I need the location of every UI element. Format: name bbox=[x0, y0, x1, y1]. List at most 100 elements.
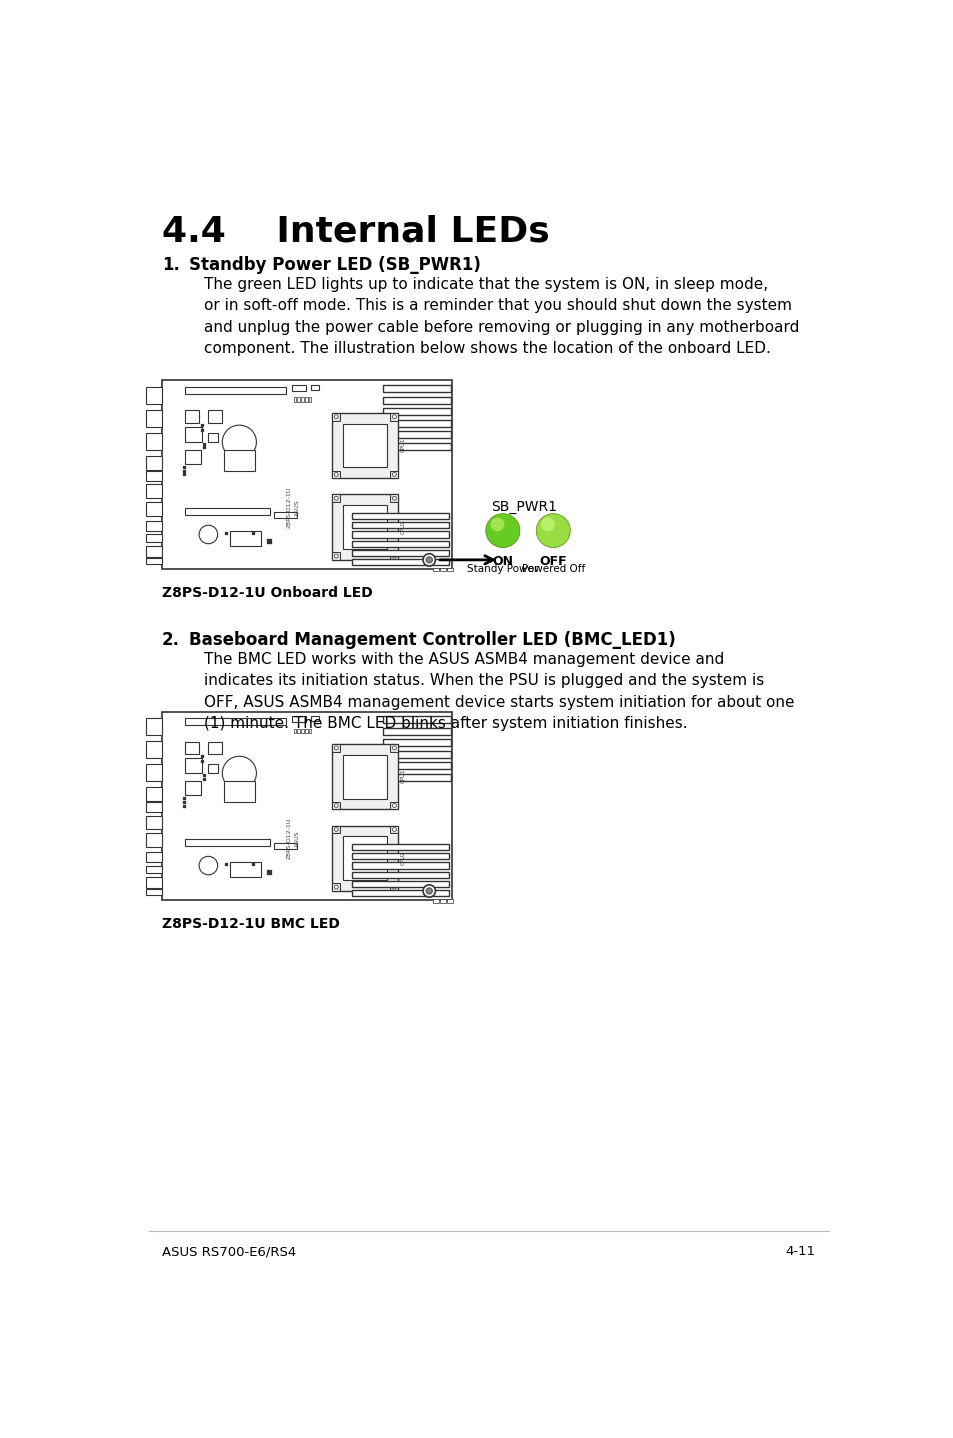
Text: SB_PWR1: SB_PWR1 bbox=[491, 500, 557, 513]
Bar bbox=[332, 743, 397, 810]
Circle shape bbox=[199, 525, 217, 544]
Bar bbox=[146, 718, 162, 735]
Circle shape bbox=[334, 746, 337, 749]
Bar bbox=[352, 522, 448, 528]
Circle shape bbox=[334, 827, 337, 831]
Text: The green LED lights up to indicate that the system is ON, in sleep mode,
or in : The green LED lights up to indicate that… bbox=[204, 276, 799, 357]
Bar bbox=[382, 739, 451, 746]
Bar bbox=[146, 815, 162, 830]
Bar bbox=[146, 472, 162, 480]
Bar bbox=[343, 505, 387, 549]
Bar bbox=[352, 871, 448, 877]
Text: ASUS: ASUS bbox=[294, 830, 299, 847]
Bar bbox=[390, 495, 397, 502]
Text: Z8PS-D12-1U BMC LED: Z8PS-D12-1U BMC LED bbox=[162, 917, 339, 932]
Bar bbox=[382, 408, 451, 416]
Bar bbox=[146, 502, 162, 516]
Bar bbox=[146, 833, 162, 847]
Bar bbox=[185, 508, 270, 515]
Bar bbox=[305, 397, 307, 403]
Bar bbox=[311, 716, 319, 720]
Bar bbox=[343, 424, 387, 467]
Circle shape bbox=[422, 554, 435, 567]
Bar bbox=[185, 742, 199, 754]
Bar bbox=[352, 853, 448, 860]
Bar bbox=[390, 470, 397, 479]
Circle shape bbox=[392, 886, 395, 889]
Bar bbox=[162, 712, 452, 900]
Bar bbox=[352, 513, 448, 519]
Bar bbox=[294, 397, 295, 403]
Bar bbox=[146, 764, 162, 781]
Bar bbox=[146, 802, 162, 811]
Bar bbox=[208, 764, 217, 774]
Bar bbox=[146, 546, 162, 557]
Bar bbox=[352, 890, 448, 896]
Bar bbox=[185, 718, 286, 725]
Bar bbox=[439, 568, 445, 571]
Bar bbox=[352, 559, 448, 565]
Bar bbox=[390, 825, 397, 833]
Bar bbox=[294, 729, 295, 733]
Circle shape bbox=[540, 518, 555, 532]
Bar bbox=[146, 521, 162, 532]
Circle shape bbox=[334, 414, 337, 418]
Bar bbox=[382, 397, 451, 404]
Bar bbox=[311, 385, 319, 390]
Bar bbox=[352, 881, 448, 887]
Bar bbox=[382, 728, 451, 735]
Bar bbox=[146, 889, 162, 894]
Text: CPU2: CPU2 bbox=[400, 851, 405, 866]
Text: ASUS RS700-E6/RS4: ASUS RS700-E6/RS4 bbox=[162, 1245, 295, 1258]
Bar bbox=[185, 450, 200, 463]
Text: 1.: 1. bbox=[162, 256, 179, 273]
Bar bbox=[390, 743, 397, 752]
Bar bbox=[309, 729, 311, 733]
Text: Z8PS-D12-1U: Z8PS-D12-1U bbox=[287, 818, 292, 860]
Bar bbox=[208, 742, 222, 754]
Bar bbox=[146, 851, 162, 863]
Bar bbox=[382, 443, 451, 450]
Circle shape bbox=[222, 756, 256, 789]
Bar bbox=[146, 433, 162, 450]
Bar bbox=[390, 801, 397, 810]
Text: 4-11: 4-11 bbox=[785, 1245, 815, 1258]
Circle shape bbox=[392, 827, 395, 831]
Bar bbox=[447, 899, 452, 903]
Circle shape bbox=[334, 804, 337, 807]
Bar bbox=[274, 512, 297, 518]
Text: The BMC LED works with the ASUS ASMB4 management device and
indicates its initia: The BMC LED works with the ASUS ASMB4 ma… bbox=[204, 651, 794, 732]
Bar bbox=[224, 450, 254, 472]
Bar bbox=[297, 729, 299, 733]
Bar bbox=[382, 762, 451, 769]
Bar bbox=[305, 729, 307, 733]
Bar bbox=[146, 558, 162, 564]
Text: 2.: 2. bbox=[162, 631, 180, 649]
Bar bbox=[352, 863, 448, 869]
Bar bbox=[332, 552, 340, 559]
Circle shape bbox=[392, 746, 395, 749]
Bar bbox=[382, 385, 451, 393]
Bar bbox=[352, 844, 448, 850]
Circle shape bbox=[222, 426, 256, 459]
Circle shape bbox=[392, 473, 395, 476]
Circle shape bbox=[334, 473, 337, 476]
Bar bbox=[332, 883, 340, 892]
Bar bbox=[146, 387, 162, 404]
Bar bbox=[332, 495, 397, 559]
Circle shape bbox=[490, 518, 504, 532]
Bar bbox=[382, 751, 451, 758]
Bar bbox=[230, 531, 261, 546]
Bar bbox=[185, 410, 199, 423]
Bar bbox=[382, 431, 451, 439]
Circle shape bbox=[485, 513, 519, 548]
Bar bbox=[382, 716, 451, 723]
Circle shape bbox=[334, 886, 337, 889]
Bar bbox=[208, 410, 222, 423]
Bar bbox=[146, 410, 162, 427]
Bar bbox=[292, 716, 306, 722]
Bar bbox=[352, 541, 448, 546]
Bar bbox=[146, 535, 162, 542]
Bar bbox=[301, 397, 303, 403]
Bar bbox=[332, 825, 397, 892]
